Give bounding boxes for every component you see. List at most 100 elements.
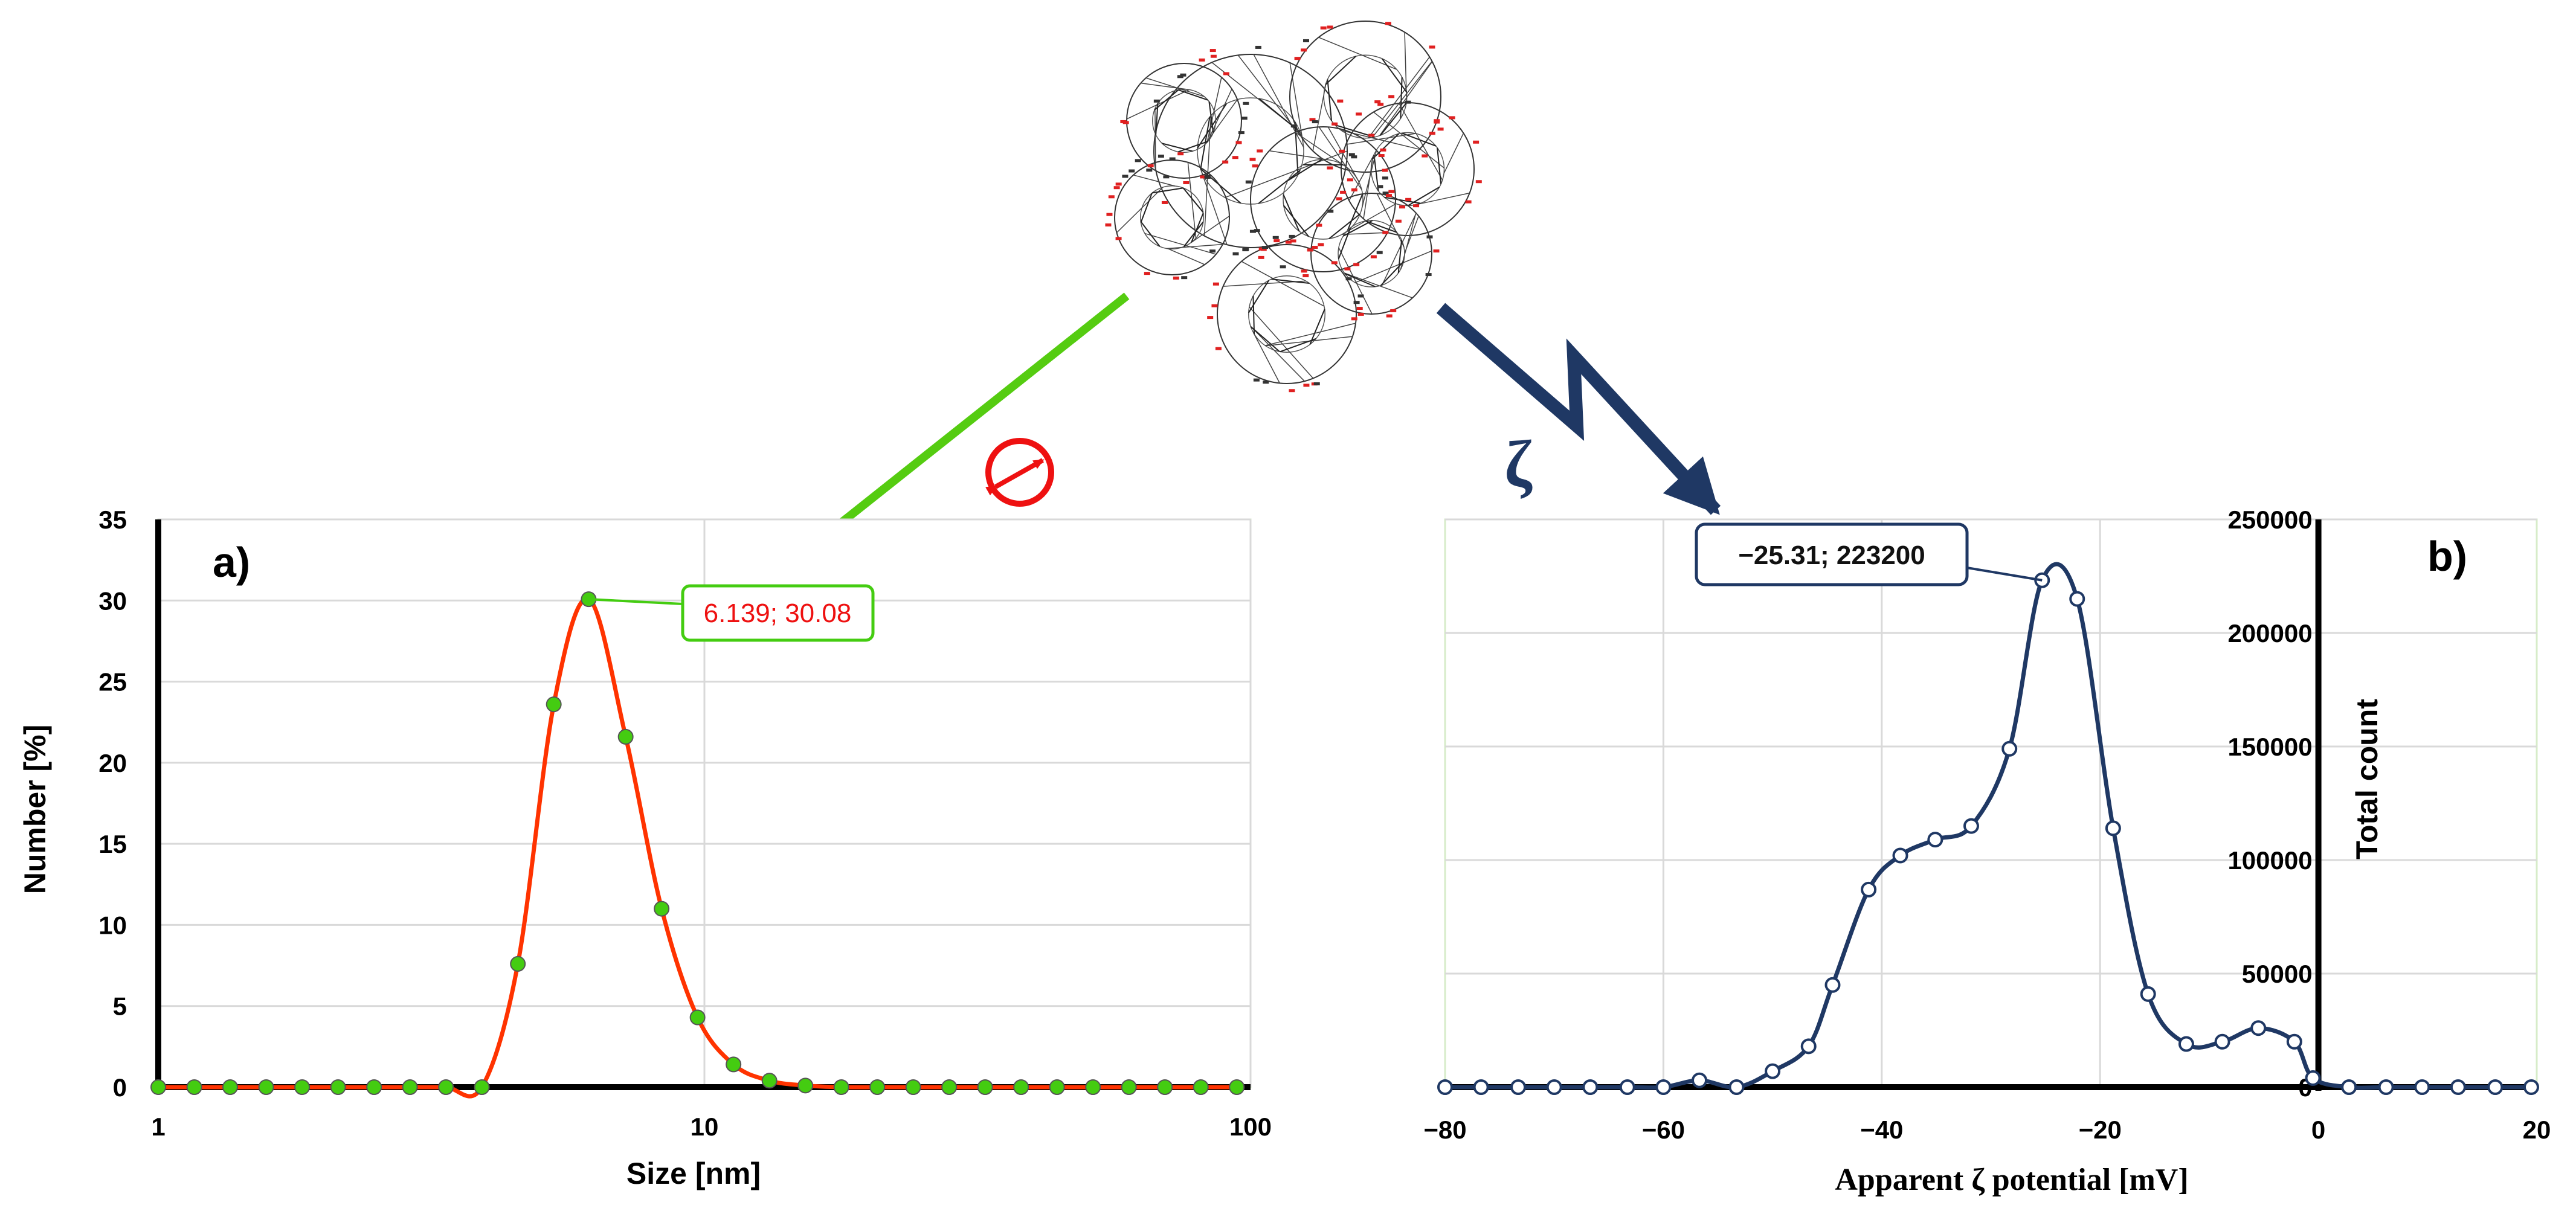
- chart-a-annotation-box: [681, 584, 875, 642]
- chart-a-data-point: [150, 1079, 166, 1095]
- chart-b-data-point: [1892, 847, 1908, 864]
- chart-b-x-label: Apparent ζ potential [mV]: [1835, 1163, 2188, 1197]
- chart-b-x-ticks: −80 −60 −40 −20 0 20: [1423, 1116, 2551, 1144]
- zeta-symbol: ζ: [1504, 427, 1533, 501]
- chart-b-data-point: [2450, 1079, 2466, 1095]
- chart-a-points: [150, 591, 1245, 1095]
- chart-a-data-point: [402, 1079, 418, 1095]
- chart-a-y-tick-label: 35: [98, 506, 127, 534]
- chart-a-panel-label: a): [213, 539, 250, 586]
- chart-b-points: [1437, 572, 2539, 1095]
- chart-a-y-tick-label: 15: [98, 830, 127, 858]
- chart-b-data-point: [1437, 1079, 1453, 1095]
- chart-a-data-point: [258, 1079, 274, 1095]
- chart-a-data-point: [186, 1079, 202, 1095]
- chart-a-x-tick-label: 10: [691, 1113, 719, 1141]
- chart-b-data-point: [1927, 832, 1943, 848]
- chart-a-y-tick-label: 30: [98, 586, 127, 615]
- chart-b-data-point: [1692, 1072, 1708, 1088]
- chart-a-data-point: [438, 1079, 454, 1095]
- chart-a-x-tick-label: 100: [1229, 1113, 1272, 1141]
- chart-b-data-point: [2250, 1020, 2267, 1036]
- chart-b-y-tick-label: 50000: [2242, 960, 2313, 988]
- chart-b-x-tick-label: −20: [2079, 1116, 2122, 1144]
- chart-a-data-point: [977, 1079, 993, 1095]
- chart-a-y-tick-label: 5: [113, 992, 127, 1021]
- chart-b-data-point: [1473, 1079, 1489, 1095]
- chart-b-data-point: [1861, 881, 1877, 897]
- chart-a-data-point: [1049, 1079, 1065, 1095]
- chart-b-data-point: [1546, 1079, 1562, 1095]
- chart-b-data-point: [1800, 1038, 1817, 1055]
- chart-b-y-ticks: 050000100000150000200000250000: [2227, 506, 2312, 1102]
- chart-a-data-point: [366, 1079, 382, 1095]
- chart-b-data-point: [2286, 1033, 2302, 1050]
- chart-b-data-point: [1963, 818, 1979, 834]
- chart-a-data-point: [941, 1079, 958, 1095]
- diameter-symbol-icon: [985, 438, 1054, 507]
- chart-b-x-tick-label: −80: [1423, 1116, 1466, 1144]
- chart-b-y-label: Total count: [2350, 699, 2384, 859]
- chart-b-data-point: [2523, 1079, 2539, 1095]
- chart-a-data-point: [294, 1079, 311, 1095]
- chart-a-y-tick-label: 10: [98, 911, 127, 939]
- chart-a-data-point: [1013, 1079, 1029, 1095]
- chart-a-data-point: [905, 1079, 921, 1095]
- chart-b-data-point: [2069, 591, 2085, 607]
- chart-b-data-point: [2001, 740, 2018, 757]
- chart-b-annotation-leader: [1966, 567, 2043, 582]
- chart-a-annotation-leader: [588, 598, 683, 605]
- polyhedral-molecular-structure-icon: [1105, 21, 1482, 393]
- chart-b-data-point: [1824, 977, 1841, 993]
- chart-a-data-point: [797, 1077, 814, 1094]
- chart-a-data-point: [1193, 1079, 1209, 1095]
- chart-b-y-tick-label: 150000: [2227, 733, 2312, 761]
- chart-b-annotation-text: −25.31; 223200: [1738, 541, 1925, 570]
- chart-a-x-tick-label: 1: [151, 1113, 165, 1141]
- chart-b-data-point: [1728, 1079, 1745, 1095]
- chart-b-data-point: [2140, 986, 2156, 1002]
- chart-b-plot-area: [1444, 518, 2538, 1088]
- chart-b-y-tick-label: 100000: [2227, 846, 2312, 875]
- chart-a-data-point: [833, 1079, 849, 1095]
- chart-b-panel-label: b): [2427, 533, 2467, 580]
- chart-b-x-tick-label: 0: [2311, 1116, 2325, 1144]
- chart-a-y-tick-label: 20: [98, 749, 127, 777]
- chart-b-x-tick-label: −60: [1642, 1116, 1685, 1144]
- chart-a: 0 5 10 15 20 25 30 35 1 10 100 6.139; 30.08 a) Si…: [18, 506, 1272, 1190]
- chart-b: 0 50000 100000 150000 200000 250000 −80 −60 −40…: [1423, 506, 2551, 1197]
- chart-a-data-point: [761, 1073, 778, 1089]
- chart-b-data-point: [2105, 820, 2121, 836]
- zeta-arrow: [1436, 303, 1721, 515]
- chart-a-x-label: Size [nm]: [626, 1157, 761, 1190]
- chart-b-x-tick-label: −40: [1860, 1116, 1903, 1144]
- chart-a-data-point: [546, 696, 562, 713]
- chart-a-data-point: [617, 728, 634, 745]
- chart-a-y-label: Number [%]: [18, 725, 52, 894]
- chart-a-data-point: [726, 1056, 742, 1073]
- chart-b-data-point: [2214, 1033, 2230, 1050]
- chart-a-data-point: [330, 1079, 346, 1095]
- chart-b-x-tick-label: 20: [2523, 1116, 2551, 1144]
- chart-a-annotation-text: 6.139; 30.08: [704, 599, 852, 628]
- chart-b-data-point: [1582, 1079, 1599, 1095]
- chart-b-data-point: [1765, 1063, 1781, 1079]
- chart-b-data-point: [1655, 1079, 1672, 1095]
- chart-b-annotation-box: [1695, 522, 1969, 586]
- chart-a-data-point: [1085, 1079, 1101, 1095]
- chart-a-data-point: [1229, 1079, 1245, 1095]
- chart-a-data-point: [689, 1009, 706, 1026]
- chart-a-y-tick-label: 25: [98, 668, 127, 696]
- chart-a-data-point: [222, 1079, 238, 1095]
- chart-b-y-tick-label: 200000: [2227, 619, 2312, 647]
- chart-a-data-point: [1121, 1079, 1137, 1095]
- chart-b-data-point: [2487, 1079, 2504, 1095]
- chart-a-data-point: [869, 1079, 886, 1095]
- chart-a-x-ticks: 1 10 100: [151, 1113, 1272, 1141]
- chart-b-data-point: [1510, 1079, 1527, 1095]
- chart-b-data-point: [2378, 1079, 2394, 1095]
- chart-b-data-point: [2305, 1070, 2321, 1086]
- chart-a-data-point: [510, 955, 526, 972]
- chart-a-data-point: [1157, 1079, 1173, 1095]
